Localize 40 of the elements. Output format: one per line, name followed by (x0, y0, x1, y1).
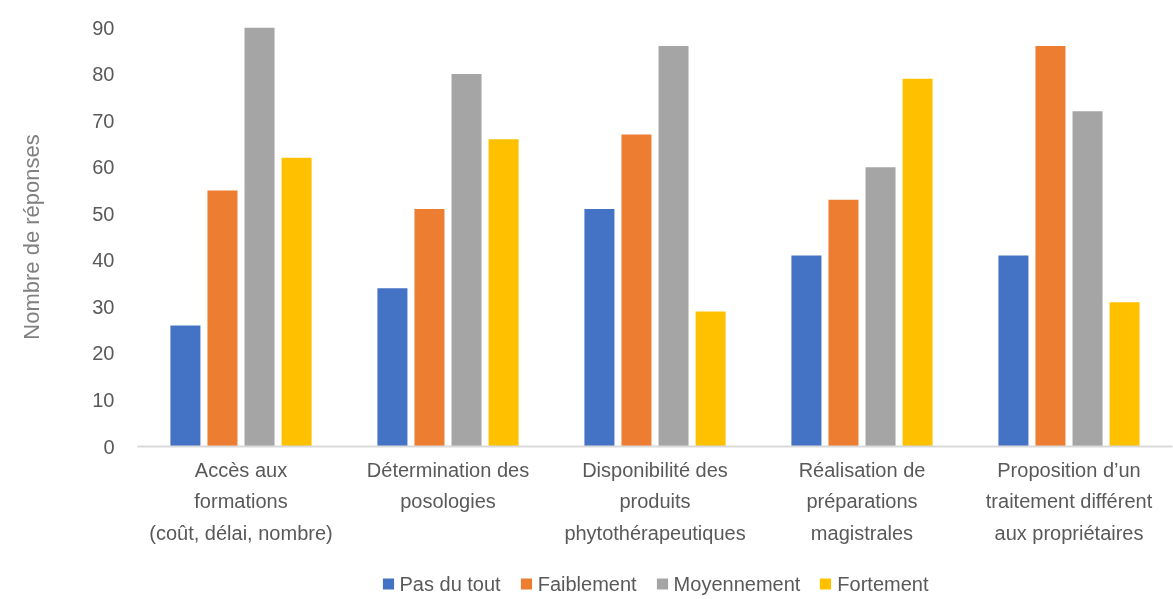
y-axis-title: Nombre de réponses (19, 134, 45, 340)
x-tick-label: Réalisation de préparations magistrales (798, 458, 926, 545)
bar (1035, 46, 1066, 447)
legend-label: Faiblement (537, 572, 637, 595)
bar (828, 199, 859, 447)
y-tick-label: 50 (92, 202, 115, 225)
bar (414, 209, 445, 447)
y-tick-label: 60 (92, 156, 115, 179)
y-tick-label: 0 (103, 435, 115, 458)
legend-label: Fortement (837, 572, 929, 595)
bar (658, 46, 689, 447)
bar (207, 190, 238, 447)
bar (244, 27, 275, 447)
bar (1072, 111, 1103, 447)
bar (621, 134, 652, 447)
x-tick-label: Accès aux formations (coût, délai, nombre) (149, 458, 333, 545)
y-tick-label: 40 (92, 249, 115, 272)
bar (1109, 302, 1140, 447)
bar (865, 167, 896, 447)
y-tick-label: 70 (92, 109, 115, 132)
x-tick-label: Détermination des posologies (366, 458, 530, 513)
bar (695, 311, 726, 447)
bar (902, 78, 933, 447)
bar (998, 255, 1029, 447)
bar (488, 139, 519, 447)
y-tick-label: 80 (92, 63, 115, 86)
bar (451, 74, 482, 447)
x-tick-label: Disponibilité des produits phytothérapeutiques (564, 458, 746, 545)
y-tick-label: 90 (92, 16, 115, 39)
bar (584, 209, 615, 447)
legend-label: Moyennement (673, 572, 801, 595)
x-tick-label: Proposition d’un traitement différent aux propriétaires (985, 458, 1153, 545)
y-tick-label: 30 (92, 295, 115, 318)
y-tick-label: 10 (92, 388, 115, 411)
bar (170, 325, 201, 447)
legend-label: Pas du tout (399, 572, 501, 595)
y-tick-label: 20 (92, 342, 115, 365)
bar (791, 255, 822, 447)
bar (377, 288, 408, 447)
bar (281, 157, 312, 447)
